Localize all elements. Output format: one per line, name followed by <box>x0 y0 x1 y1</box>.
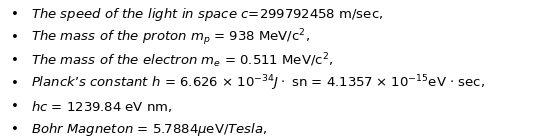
Text: $\it{The\ mass\ of\ the\ electron\ m_e}$ = 0.511 MeV/c$^2$,: $\it{The\ mass\ of\ the\ electron\ m_e}$… <box>31 51 333 70</box>
Text: •: • <box>11 123 19 136</box>
Text: •: • <box>11 77 19 90</box>
Text: $\it{The\ speed\ of\ the\ light\ in\ space\ c}$=299792458 m/sec,: $\it{The\ speed\ of\ the\ light\ in\ spa… <box>31 6 383 23</box>
Text: $\it{The\ mass\ of\ the\ proton\ m_p}$ = 938 MeV/c$^2$,: $\it{The\ mass\ of\ the\ proton\ m_p}$ =… <box>31 27 310 48</box>
Text: $\it{hc}$ = 1239.84 eV nm,: $\it{hc}$ = 1239.84 eV nm, <box>31 99 172 114</box>
Text: •: • <box>11 8 19 21</box>
Text: •: • <box>11 54 19 67</box>
Text: $\it{Planck\rq s\ constant\ h}$ = 6.626 $\times$ 10$^{-34}$$\it{J}\cdot$ sn = 4.: $\it{Planck\rq s\ constant\ h}$ = 6.626 … <box>31 74 484 93</box>
Text: •: • <box>11 100 19 113</box>
Text: •: • <box>11 31 19 44</box>
Text: $\it{Bohr\ Magneton}$ = 5.7884$\mu$eV/$\it{Tesla}$,: $\it{Bohr\ Magneton}$ = 5.7884$\mu$eV/$\… <box>31 121 267 137</box>
